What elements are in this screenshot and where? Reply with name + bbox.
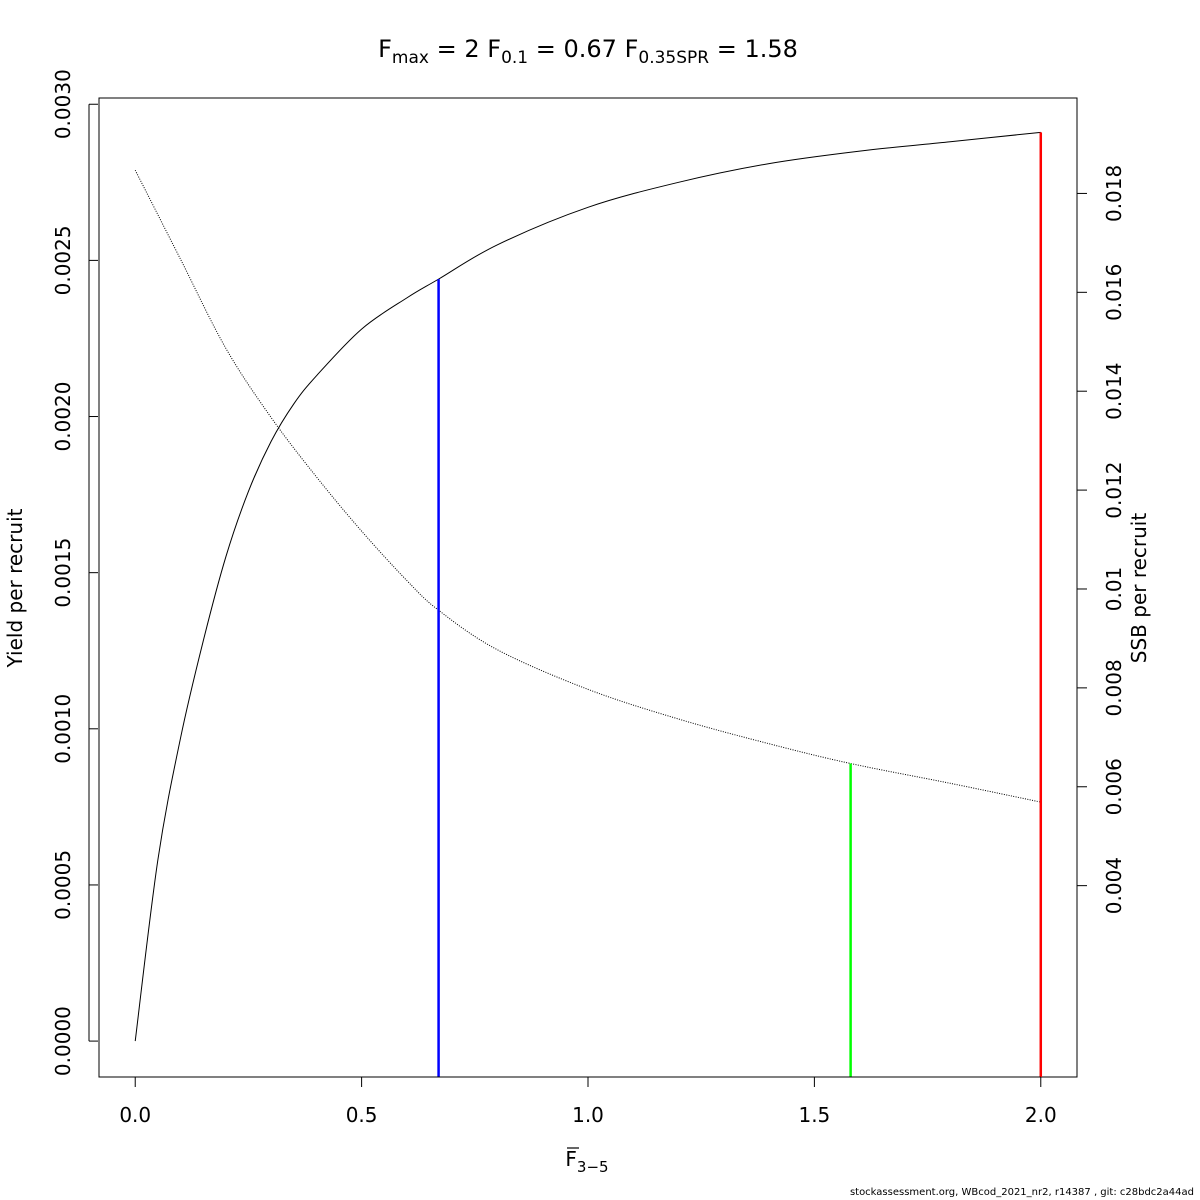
x-tick-label: 2.0 — [1025, 1103, 1057, 1127]
y-left-tick-label: 0.0025 — [51, 225, 75, 295]
x-tick-label: 0.5 — [346, 1103, 378, 1127]
title-fmax-value: 2 — [464, 35, 479, 63]
y-right-tick-label: 0.018 — [1102, 165, 1126, 222]
plot-frame — [98, 97, 1078, 1078]
title-fspr-value: 1.58 — [744, 35, 797, 63]
y-axis-right-label: SSB per recruit — [1127, 513, 1151, 664]
y-axis-left-label: Yield per recruit — [3, 508, 27, 668]
y-right-tick-label: 0.016 — [1102, 264, 1126, 321]
x-tick-label: 1.5 — [798, 1103, 830, 1127]
y-left-tick-label: 0.0030 — [51, 69, 75, 139]
title-fmax-subscript: max — [392, 48, 429, 68]
x-tick-label: 1.0 — [572, 1103, 604, 1127]
title-fspr-subscript: 0.35SPR — [638, 48, 709, 68]
title-f01-value: 0.67 — [563, 35, 616, 63]
x-axis: 0.0 0.5 1.0 1.5 2.0 — [119, 1076, 1057, 1127]
ssb-per-recruit-line — [134, 169, 1041, 803]
y-axis-left: 0.0000 0.0005 0.0010 0.0015 0.0020 0.0025 0.00… — [51, 69, 98, 1076]
x-axis-label: F3−5 — [565, 1147, 608, 1176]
y-right-tick-label: 0.008 — [1102, 659, 1126, 716]
title-fmax-symbol: F — [378, 35, 392, 63]
yield-per-recruit-line — [134, 131, 1041, 1042]
chart-title: Fmax = 2 F0.1 = 0.67 F0.35SPR = 1.58 — [378, 35, 798, 68]
x-tick-label: 0.0 — [119, 1103, 151, 1127]
curves — [134, 131, 1041, 1042]
y-right-tick-label: 0.004 — [1102, 857, 1126, 914]
reference-lines — [437, 132, 1043, 1077]
y-right-tick-label: 0.012 — [1102, 461, 1126, 518]
y-axis-right: 0.004 0.006 0.008 0.01 0.012 0.014 0.016 0.018 — [1076, 165, 1126, 914]
y-left-tick-label: 0.0005 — [51, 850, 75, 920]
title-f01-symbol: F — [487, 35, 501, 63]
y-left-tick-label: 0.0010 — [51, 694, 75, 764]
y-right-tick-label: 0.006 — [1102, 758, 1126, 815]
title-f01-subscript: 0.1 — [501, 48, 528, 68]
y-left-tick-label: 0.0015 — [51, 538, 75, 608]
y-right-tick-label: 0.01 — [1102, 567, 1126, 612]
footer-credit: stockassessment.org, WBcod_2021_nr2, r14… — [849, 1187, 1194, 1198]
x-axis-label-base: F — [565, 1147, 577, 1171]
y-right-tick-label: 0.014 — [1102, 363, 1126, 420]
x-axis-label-subscript: 3−5 — [577, 1158, 609, 1176]
y-left-tick-label: 0.0000 — [51, 1006, 75, 1076]
y-left-tick-label: 0.0020 — [51, 382, 75, 452]
title-fspr-symbol: F — [625, 35, 639, 63]
